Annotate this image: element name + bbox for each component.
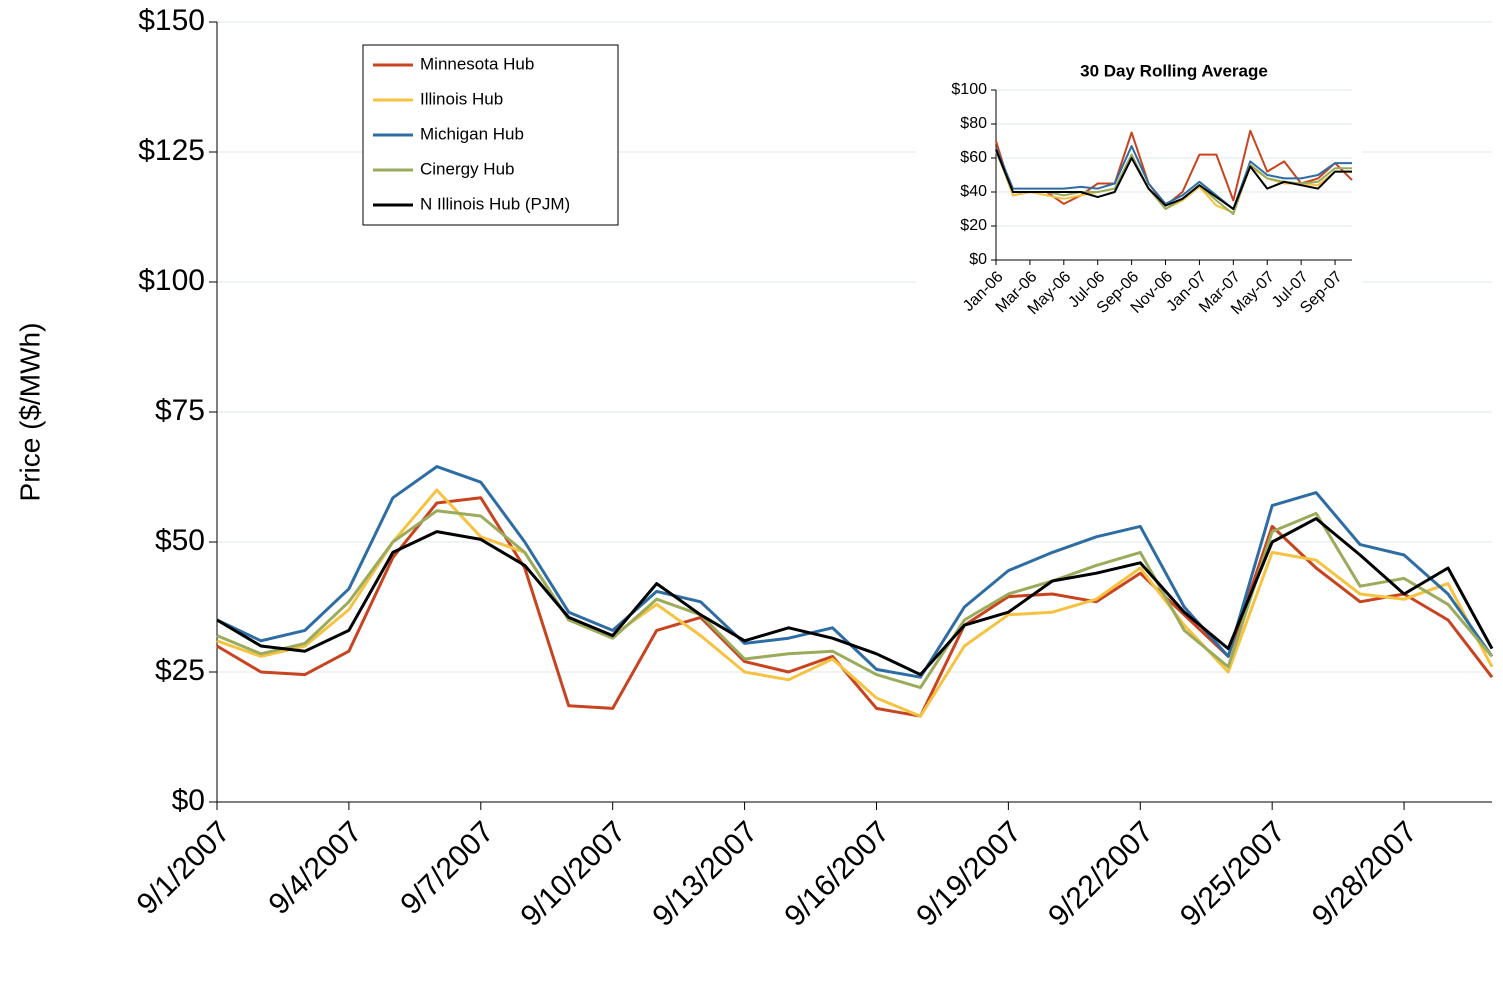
x-tick-label: 9/25/2007	[1174, 815, 1292, 933]
series-line	[995, 145, 1352, 210]
y-tick-label: $50	[155, 524, 205, 557]
x-tick-label: 9/7/2007	[394, 815, 500, 921]
y-tick-label: $0	[969, 251, 987, 268]
y-tick-label: $75	[155, 394, 205, 427]
legend-label: Michigan Hub	[420, 124, 524, 143]
y-tick-label: $25	[155, 654, 205, 687]
y-tick-label: $100	[138, 264, 205, 297]
series-line	[216, 488, 1494, 718]
x-tick-label: 9/28/2007	[1306, 815, 1424, 933]
y-tick-label: $40	[960, 183, 987, 200]
y-tick-label: $80	[960, 115, 987, 132]
series-line	[216, 509, 1494, 690]
x-tick-label: 9/22/2007	[1042, 815, 1160, 933]
series-line	[216, 465, 1494, 679]
series-line	[216, 517, 1494, 677]
legend-label: N Illinois Hub (PJM)	[420, 194, 570, 213]
y-tick-label: $150	[138, 4, 205, 37]
legend-label: Cinergy Hub	[420, 159, 515, 178]
x-tick-label: 9/10/2007	[515, 815, 633, 933]
x-tick-label: 9/13/2007	[646, 815, 764, 933]
x-tick-label: 9/19/2007	[910, 815, 1028, 933]
legend-label: Minnesota Hub	[420, 54, 534, 73]
y-tick-label: $100	[951, 81, 987, 98]
y-tick-label: $0	[172, 784, 205, 817]
y-axis-label: Price ($/MWh)	[14, 323, 45, 502]
y-tick-label: $60	[960, 149, 987, 166]
x-tick-label: 9/1/2007	[131, 815, 237, 921]
y-tick-label: $20	[960, 217, 987, 234]
legend-label: Illinois Hub	[420, 89, 503, 108]
series-line	[216, 496, 1494, 718]
chart-title: 30 Day Rolling Average	[1080, 61, 1268, 80]
x-tick-label: 9/16/2007	[778, 815, 896, 933]
series-line	[995, 149, 1352, 210]
x-tick-label: 9/4/2007	[263, 815, 369, 921]
y-tick-label: $125	[138, 134, 205, 167]
inset-background	[916, 55, 1362, 385]
